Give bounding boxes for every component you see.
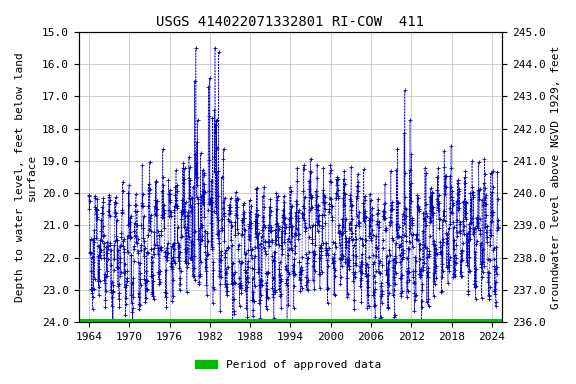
- Title: USGS 414022071332801 RI-COW  411: USGS 414022071332801 RI-COW 411: [157, 15, 425, 29]
- Legend: Period of approved data: Period of approved data: [191, 356, 385, 375]
- Y-axis label: Groundwater level above NGVD 1929, feet: Groundwater level above NGVD 1929, feet: [551, 45, 561, 309]
- Y-axis label: Depth to water level, feet below land
surface: Depth to water level, feet below land su…: [15, 52, 37, 302]
